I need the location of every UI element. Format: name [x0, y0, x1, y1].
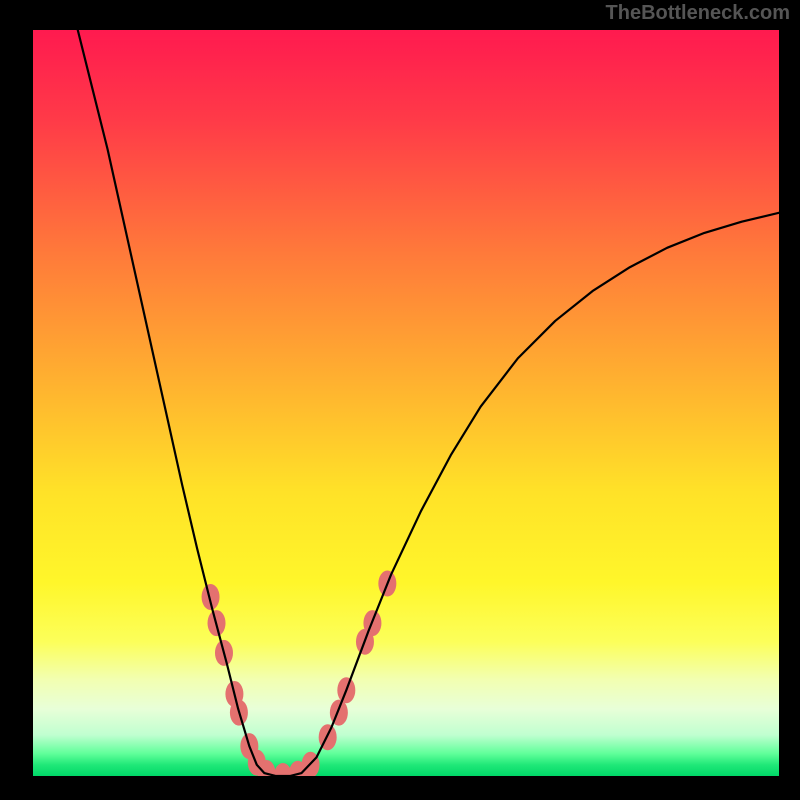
chart-svg [33, 30, 779, 776]
plot-area [33, 30, 779, 776]
gradient-background [33, 30, 779, 776]
chart-frame: TheBottleneck.com [0, 0, 800, 800]
watermark-text: TheBottleneck.com [606, 2, 790, 25]
